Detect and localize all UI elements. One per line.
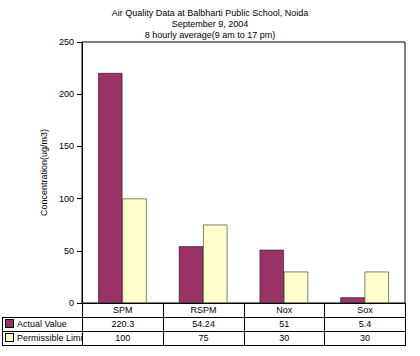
svg-text:8 hourly average(9 am to 17 pm: 8 hourly average(9 am to 17 pm) bbox=[145, 30, 276, 40]
svg-text:Concentration(ug/m3): Concentration(ug/m3) bbox=[39, 129, 49, 216]
html-text:100: 100 bbox=[115, 333, 131, 343]
html-text:54.24: 54.24 bbox=[192, 319, 215, 329]
html-text:RSPM: RSPM bbox=[190, 305, 217, 315]
svg-text:250: 250 bbox=[59, 37, 74, 47]
html-text:75: 75 bbox=[198, 333, 209, 343]
html-text:220.3: 220.3 bbox=[111, 319, 135, 329]
html-text:Nox: Nox bbox=[276, 305, 293, 315]
html-text:30: 30 bbox=[360, 333, 371, 343]
html-text:Permissible Limit: Permissible Limit bbox=[17, 333, 85, 343]
html-text:Actual Value: Actual Value bbox=[17, 319, 67, 329]
svg-text:September 9, 2004: September 9, 2004 bbox=[172, 19, 249, 29]
svg-text:200: 200 bbox=[59, 89, 74, 99]
svg-text:150: 150 bbox=[59, 141, 74, 151]
svg-text:Air Quality Data at Balbharti: Air Quality Data at Balbharti Public Sch… bbox=[112, 8, 309, 18]
html-text:SPM: SPM bbox=[113, 305, 133, 315]
html-text:5.4: 5.4 bbox=[358, 319, 372, 329]
html-text:Sox: Sox bbox=[357, 305, 373, 315]
html-text:51: 51 bbox=[279, 319, 290, 329]
svg-text:0: 0 bbox=[69, 298, 74, 308]
svg-text:100: 100 bbox=[59, 194, 74, 204]
svg-text:50: 50 bbox=[64, 246, 74, 256]
html-text:30: 30 bbox=[279, 333, 290, 343]
